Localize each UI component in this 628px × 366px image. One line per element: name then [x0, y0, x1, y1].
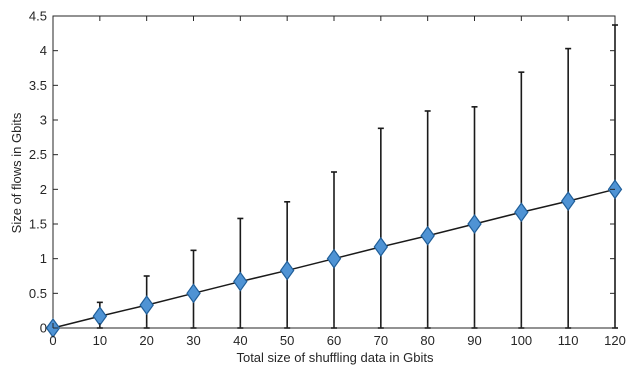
x-tick-label: 50	[280, 333, 294, 348]
x-tick-label: 70	[374, 333, 388, 348]
y-axis-label: Size of flows in Gbits	[9, 112, 24, 233]
y-tick-label: 3	[40, 113, 47, 128]
x-axis-label: Total size of shuffling data in Gbits	[236, 350, 434, 365]
y-tick-label: 4.5	[29, 9, 47, 24]
data-point-marker	[514, 202, 529, 223]
y-tick-label: 2.5	[29, 147, 47, 162]
x-tick-label: 10	[93, 333, 107, 348]
x-axis-ticks: 0 10 20 30 40 50 60 70 80 90 100 110 120	[49, 16, 626, 348]
y-tick-label: 0.5	[29, 286, 47, 301]
x-tick-label: 40	[233, 333, 247, 348]
error-bars	[96, 24, 618, 329]
x-tick-label: 90	[467, 333, 481, 348]
data-point-marker	[373, 236, 389, 257]
y-axis-ticks: 0 0.5 1 1.5 2 2.5 3 3.5 4 4.5	[29, 9, 615, 336]
y-tick-label: 1	[40, 251, 47, 266]
x-tick-label: 60	[327, 333, 341, 348]
data-point-marker	[233, 271, 248, 292]
y-tick-label: 1.5	[29, 217, 47, 232]
x-tick-label: 30	[186, 333, 200, 348]
y-tick-label: 0	[40, 321, 47, 336]
data-point-marker	[186, 283, 201, 304]
x-tick-label: 110	[558, 333, 579, 348]
data-point-marker	[326, 248, 342, 269]
x-tick-label: 100	[510, 333, 532, 348]
data-point-marker	[467, 213, 482, 235]
x-tick-label: 20	[139, 333, 153, 348]
x-tick-label: 120	[604, 333, 626, 348]
y-tick-label: 2	[40, 182, 47, 197]
data-point-marker	[279, 260, 295, 281]
data-point-marker	[420, 225, 435, 246]
data-point-marker	[139, 295, 154, 316]
x-tick-label: 80	[420, 333, 434, 348]
x-tick-label: 0	[49, 333, 56, 348]
y-tick-label: 4	[40, 43, 47, 58]
y-tick-label: 3.5	[29, 78, 47, 93]
data-point-marker	[92, 306, 108, 327]
data-point-marker	[560, 191, 576, 212]
